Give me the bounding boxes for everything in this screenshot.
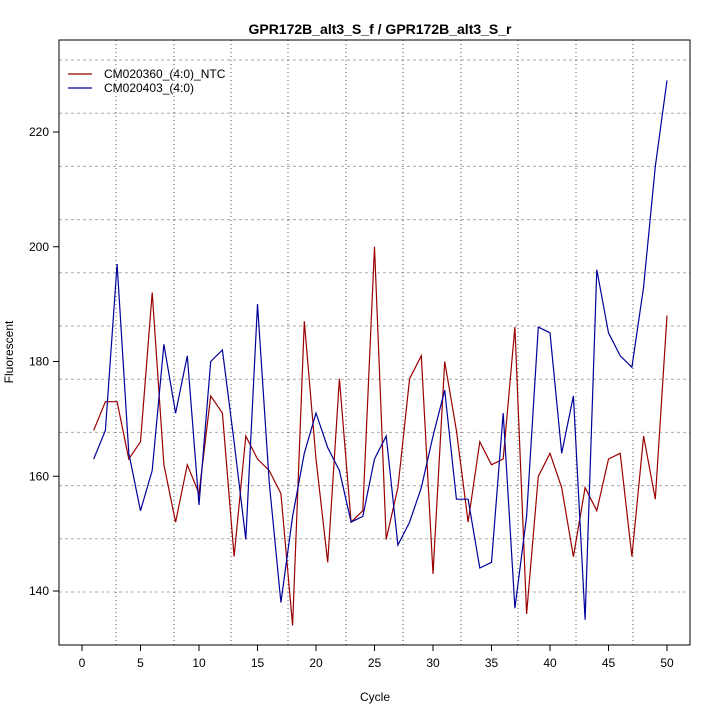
x-tick-label: 30 (426, 656, 440, 670)
y-tick-label: 180 (29, 355, 49, 369)
grid (59, 40, 690, 645)
x-tick-label: 15 (251, 656, 265, 670)
x-tick-label: 5 (137, 656, 144, 670)
x-tick-label: 45 (602, 656, 616, 670)
x-tick-label: 20 (309, 656, 323, 670)
x-tick-label: 50 (660, 656, 674, 670)
y-tick-label: 160 (29, 469, 49, 483)
y-tick-label: 140 (29, 584, 49, 598)
y-tick-label: 200 (29, 240, 49, 254)
series-line-sample (93, 80, 668, 620)
x-axis: 0 5 10 15 20 25 30 35 40 45 50 (79, 644, 674, 670)
series-lines (93, 80, 668, 626)
x-tick-label: 0 (79, 656, 86, 670)
x-tick-label: 10 (192, 656, 206, 670)
x-tick-label: 35 (485, 656, 499, 670)
y-axis: 140 160 180 200 220 (29, 125, 60, 598)
y-axis-label: Fluorescent (2, 320, 16, 383)
chart-title: GPR172B_alt3_S_f / GPR172B_alt3_S_r (248, 21, 512, 37)
y-tick-label: 220 (29, 125, 49, 139)
x-axis-label: Cycle (360, 690, 390, 704)
legend-label-sample: CM020403_(4:0) (104, 81, 194, 95)
plot-frame (58, 39, 691, 646)
legend: CM020360_(4:0)_NTC CM020403_(4:0) (68, 67, 226, 95)
x-tick-label: 25 (368, 656, 382, 670)
legend-label-ntc: CM020360_(4:0)_NTC (104, 67, 226, 81)
series-line-ntc (93, 246, 668, 626)
x-tick-label: 40 (543, 656, 557, 670)
